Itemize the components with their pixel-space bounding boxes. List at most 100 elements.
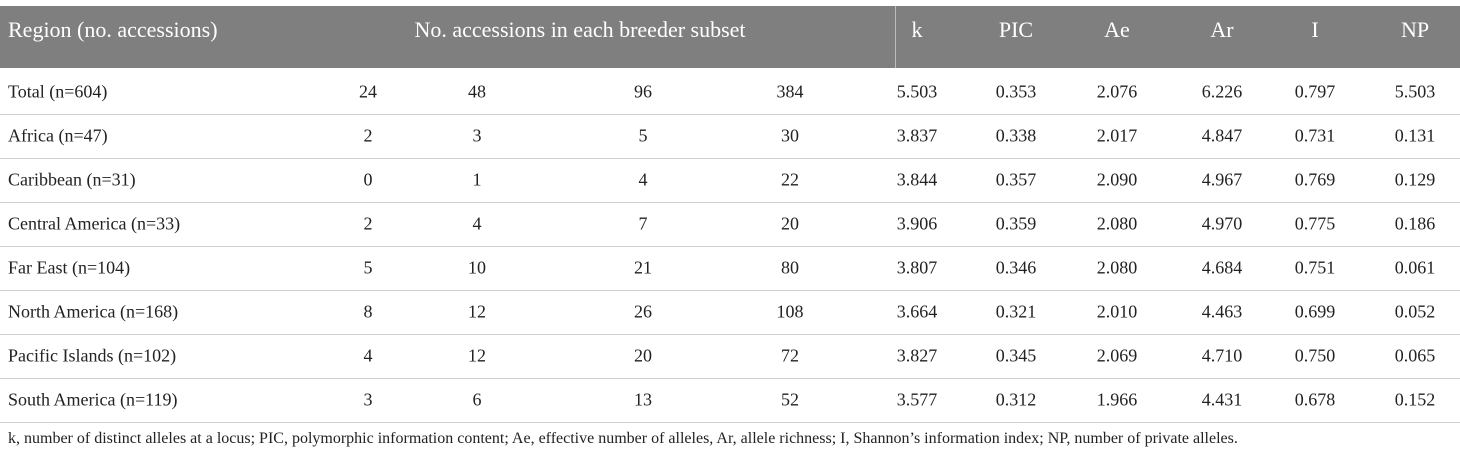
table-cell: 0.751 (1294, 257, 1336, 278)
row-divider (0, 202, 1460, 203)
row-divider (0, 114, 1460, 115)
table-cell: 3.577 (896, 389, 938, 410)
table-cell: 0.065 (1394, 345, 1436, 366)
table-cell: 0.357 (995, 169, 1037, 190)
header-background (0, 6, 1460, 68)
table-cell: 4.847 (1201, 125, 1243, 146)
row-label: South America (n=119) (8, 389, 178, 410)
row-divider (0, 422, 1460, 423)
table-cell: 1 (472, 169, 482, 190)
table-cell: 3.837 (896, 125, 938, 146)
table-cell: 2.080 (1096, 213, 1138, 234)
table-cell: 4 (363, 345, 373, 366)
table-cell: 96 (634, 81, 652, 102)
table-cell: 4.970 (1201, 213, 1243, 234)
table-cell: 0.678 (1294, 389, 1336, 410)
table-cell: 0.346 (995, 257, 1037, 278)
table-cell: 0.321 (995, 301, 1037, 322)
table-cell: 22 (781, 169, 799, 190)
table-cell: 0.312 (995, 389, 1037, 410)
table-cell: 21 (634, 257, 652, 278)
table-cell: 10 (468, 257, 486, 278)
table-cell: 108 (776, 301, 804, 322)
table-cell: 0.061 (1394, 257, 1436, 278)
table-cell: 2.069 (1096, 345, 1138, 366)
header-cell: Region (no. accessions) (8, 17, 218, 42)
table-cell: 2.010 (1096, 301, 1138, 322)
table-cell: 0.750 (1294, 345, 1336, 366)
table-cell: 7 (638, 213, 648, 234)
table-cell: 20 (781, 213, 799, 234)
table-cell: 12 (468, 301, 486, 322)
table-cell: 4.463 (1201, 301, 1243, 322)
table-cell: 0.186 (1394, 213, 1436, 234)
table-cell: 0.797 (1294, 81, 1336, 102)
table-cell: 30 (781, 125, 799, 146)
table-cell: 2 (363, 213, 373, 234)
table-cell: 3 (363, 389, 373, 410)
table-cell: 13 (634, 389, 652, 410)
table-cell: 4.967 (1201, 169, 1243, 190)
table-cell: 0.129 (1394, 169, 1436, 190)
row-divider (0, 378, 1460, 379)
table-cell: 5 (638, 125, 648, 146)
header-cell: NP (1400, 17, 1430, 42)
row-label: Africa (n=47) (8, 125, 108, 146)
row-label: Far East (n=104) (8, 257, 131, 278)
table-cell: 4.684 (1201, 257, 1243, 278)
row-label: Total (n=604) (8, 81, 108, 102)
table-cell: 5.503 (896, 81, 938, 102)
header-cell: I (1311, 17, 1319, 42)
table-cell: 52 (781, 389, 799, 410)
table-cell: 26 (634, 301, 652, 322)
table-cell: 3.906 (896, 213, 938, 234)
table-cell: 6.226 (1201, 81, 1243, 102)
table-cell: 0 (363, 169, 373, 190)
table-cell: 20 (634, 345, 652, 366)
footnote: k, number of distinct alleles at a locus… (8, 430, 1238, 447)
table-cell: 2.080 (1096, 257, 1138, 278)
row-label: Pacific Islands (n=102) (8, 345, 177, 366)
table-cell: 0.775 (1294, 213, 1336, 234)
table-cell: 6 (472, 389, 482, 410)
table-cell: 0.731 (1294, 125, 1336, 146)
header-cell: Ar (1210, 17, 1234, 42)
table-cell: 0.699 (1294, 301, 1336, 322)
header-cell: Ae (1104, 17, 1130, 42)
table-cell: 1.966 (1096, 389, 1138, 410)
row-divider (0, 246, 1460, 247)
table-cell: 384 (776, 81, 804, 102)
table-cell: 80 (781, 257, 799, 278)
table-cell: 0.131 (1394, 125, 1436, 146)
table-cell: 8 (363, 301, 373, 322)
table-cell: 5.503 (1394, 81, 1436, 102)
table-cell: 0.353 (995, 81, 1037, 102)
table-cell: 48 (468, 81, 486, 102)
row-divider (0, 290, 1460, 291)
row-label: North America (n=168) (8, 301, 179, 322)
table-cell: 0.152 (1394, 389, 1436, 410)
row-divider (0, 334, 1460, 335)
table-cell: 72 (781, 345, 799, 366)
table-cell: 12 (468, 345, 486, 366)
table-cell: 4.431 (1201, 389, 1243, 410)
table-cell: 4.710 (1201, 345, 1243, 366)
table-cell: 24 (359, 81, 377, 102)
table-cell: 0.052 (1394, 301, 1436, 322)
header-divider (895, 6, 896, 68)
table-cell: 0.345 (995, 345, 1037, 366)
table-cell: 3 (472, 125, 482, 146)
table-cell: 3.664 (896, 301, 938, 322)
header-cell: k (911, 17, 923, 42)
table-cell: 5 (363, 257, 373, 278)
table-cell: 3.827 (896, 345, 938, 366)
table-cell: 2 (363, 125, 373, 146)
header-cell: PIC (998, 17, 1034, 42)
table-cell: 2.017 (1096, 125, 1138, 146)
table-cell: 3.844 (896, 169, 938, 190)
table-cell: 3.807 (896, 257, 938, 278)
table-cell: 0.769 (1294, 169, 1336, 190)
row-label: Central America (n=33) (8, 213, 181, 234)
table-cell: 4 (638, 169, 648, 190)
